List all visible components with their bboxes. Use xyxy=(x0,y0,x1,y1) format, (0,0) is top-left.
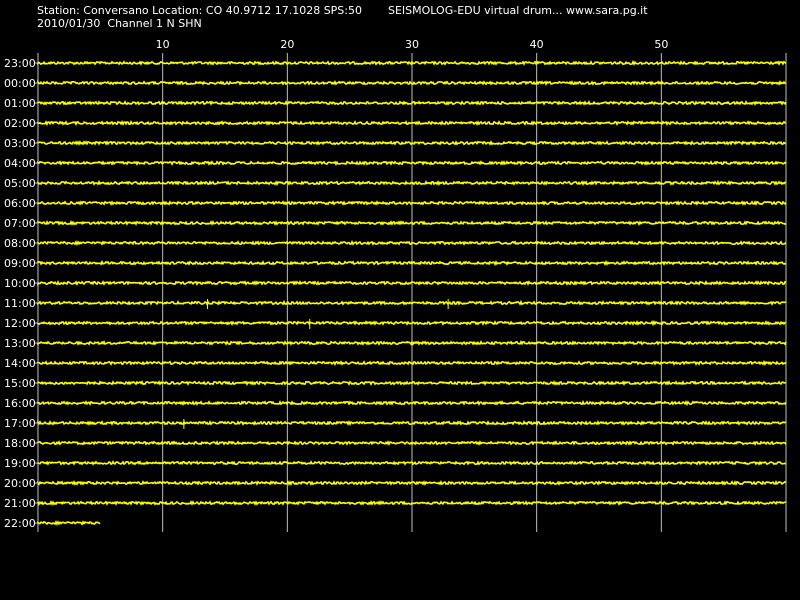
trace-0300 xyxy=(37,139,786,146)
hour-label: 02:00 xyxy=(4,117,36,130)
x-tick-labels: 10 20 30 40 50 xyxy=(156,38,669,51)
hour-label: 21:00 xyxy=(4,497,36,510)
trace-1900 xyxy=(37,460,787,466)
x-tick-label: 10 xyxy=(156,38,170,51)
hour-label: 14:00 xyxy=(4,357,36,370)
trace-1500 xyxy=(37,380,787,387)
trace-0800 xyxy=(37,239,787,247)
hour-label: 13:00 xyxy=(4,337,36,350)
trace-2300 xyxy=(37,59,787,66)
trace-1100 xyxy=(37,299,787,307)
hour-label: 23:00 xyxy=(4,57,36,70)
hour-label: 20:00 xyxy=(4,477,36,490)
trace-2000 xyxy=(37,480,787,487)
x-tick-label: 20 xyxy=(280,38,294,51)
hour-label: 03:00 xyxy=(4,137,36,150)
hour-label: 06:00 xyxy=(4,197,36,210)
trace-0000 xyxy=(37,79,787,86)
trace-0700 xyxy=(37,219,787,226)
hour-label: 08:00 xyxy=(4,237,36,250)
date-channel-info: 2010/01/30 Channel 1 N SHN xyxy=(37,17,202,30)
trace-0100 xyxy=(37,100,787,106)
grid-layer xyxy=(34,53,787,532)
hour-label: 15:00 xyxy=(4,377,36,390)
trace-1700 xyxy=(37,419,787,427)
hour-label: 04:00 xyxy=(4,157,36,170)
trace-1000 xyxy=(37,280,787,286)
hour-label: 05:00 xyxy=(4,177,36,190)
x-tick-label: 50 xyxy=(654,38,668,51)
hour-label: 19:00 xyxy=(4,457,36,470)
hour-label: 01:00 xyxy=(4,97,36,110)
hour-labels: 23:00 00:00 01:00 02:00 03:00 04:00 05:00 06:00… xyxy=(4,57,36,530)
station-info: Station: Conversano Location: CO 40.9712… xyxy=(37,4,362,17)
trace-2100 xyxy=(37,499,787,506)
trace-1600 xyxy=(37,399,787,407)
hour-label: 09:00 xyxy=(4,257,36,270)
trace-layer xyxy=(37,59,787,527)
hour-label: 00:00 xyxy=(4,77,36,90)
hour-label: 18:00 xyxy=(4,437,36,450)
hour-label: 07:00 xyxy=(4,217,36,230)
trace-1300 xyxy=(37,340,787,346)
app-title: SEISMOLOG-EDU virtual drum... www.sara.p… xyxy=(388,4,648,17)
trace-1400 xyxy=(37,359,787,367)
hour-label: 11:00 xyxy=(4,297,36,310)
trace-0900 xyxy=(37,259,787,267)
trace-1800 xyxy=(37,440,787,447)
x-tick-label: 40 xyxy=(530,38,544,51)
x-tick-label: 30 xyxy=(405,38,419,51)
hour-label: 16:00 xyxy=(4,397,36,410)
hour-label: 10:00 xyxy=(4,277,36,290)
trace-2200 xyxy=(37,519,101,527)
trace-0500 xyxy=(37,179,787,187)
hour-label: 12:00 xyxy=(4,317,36,330)
hour-label: 17:00 xyxy=(4,417,36,430)
hour-label: 22:00 xyxy=(4,517,36,530)
trace-0400 xyxy=(37,160,787,166)
trace-1200 xyxy=(37,319,787,327)
trace-0200 xyxy=(37,120,787,127)
trace-0600 xyxy=(37,200,787,206)
